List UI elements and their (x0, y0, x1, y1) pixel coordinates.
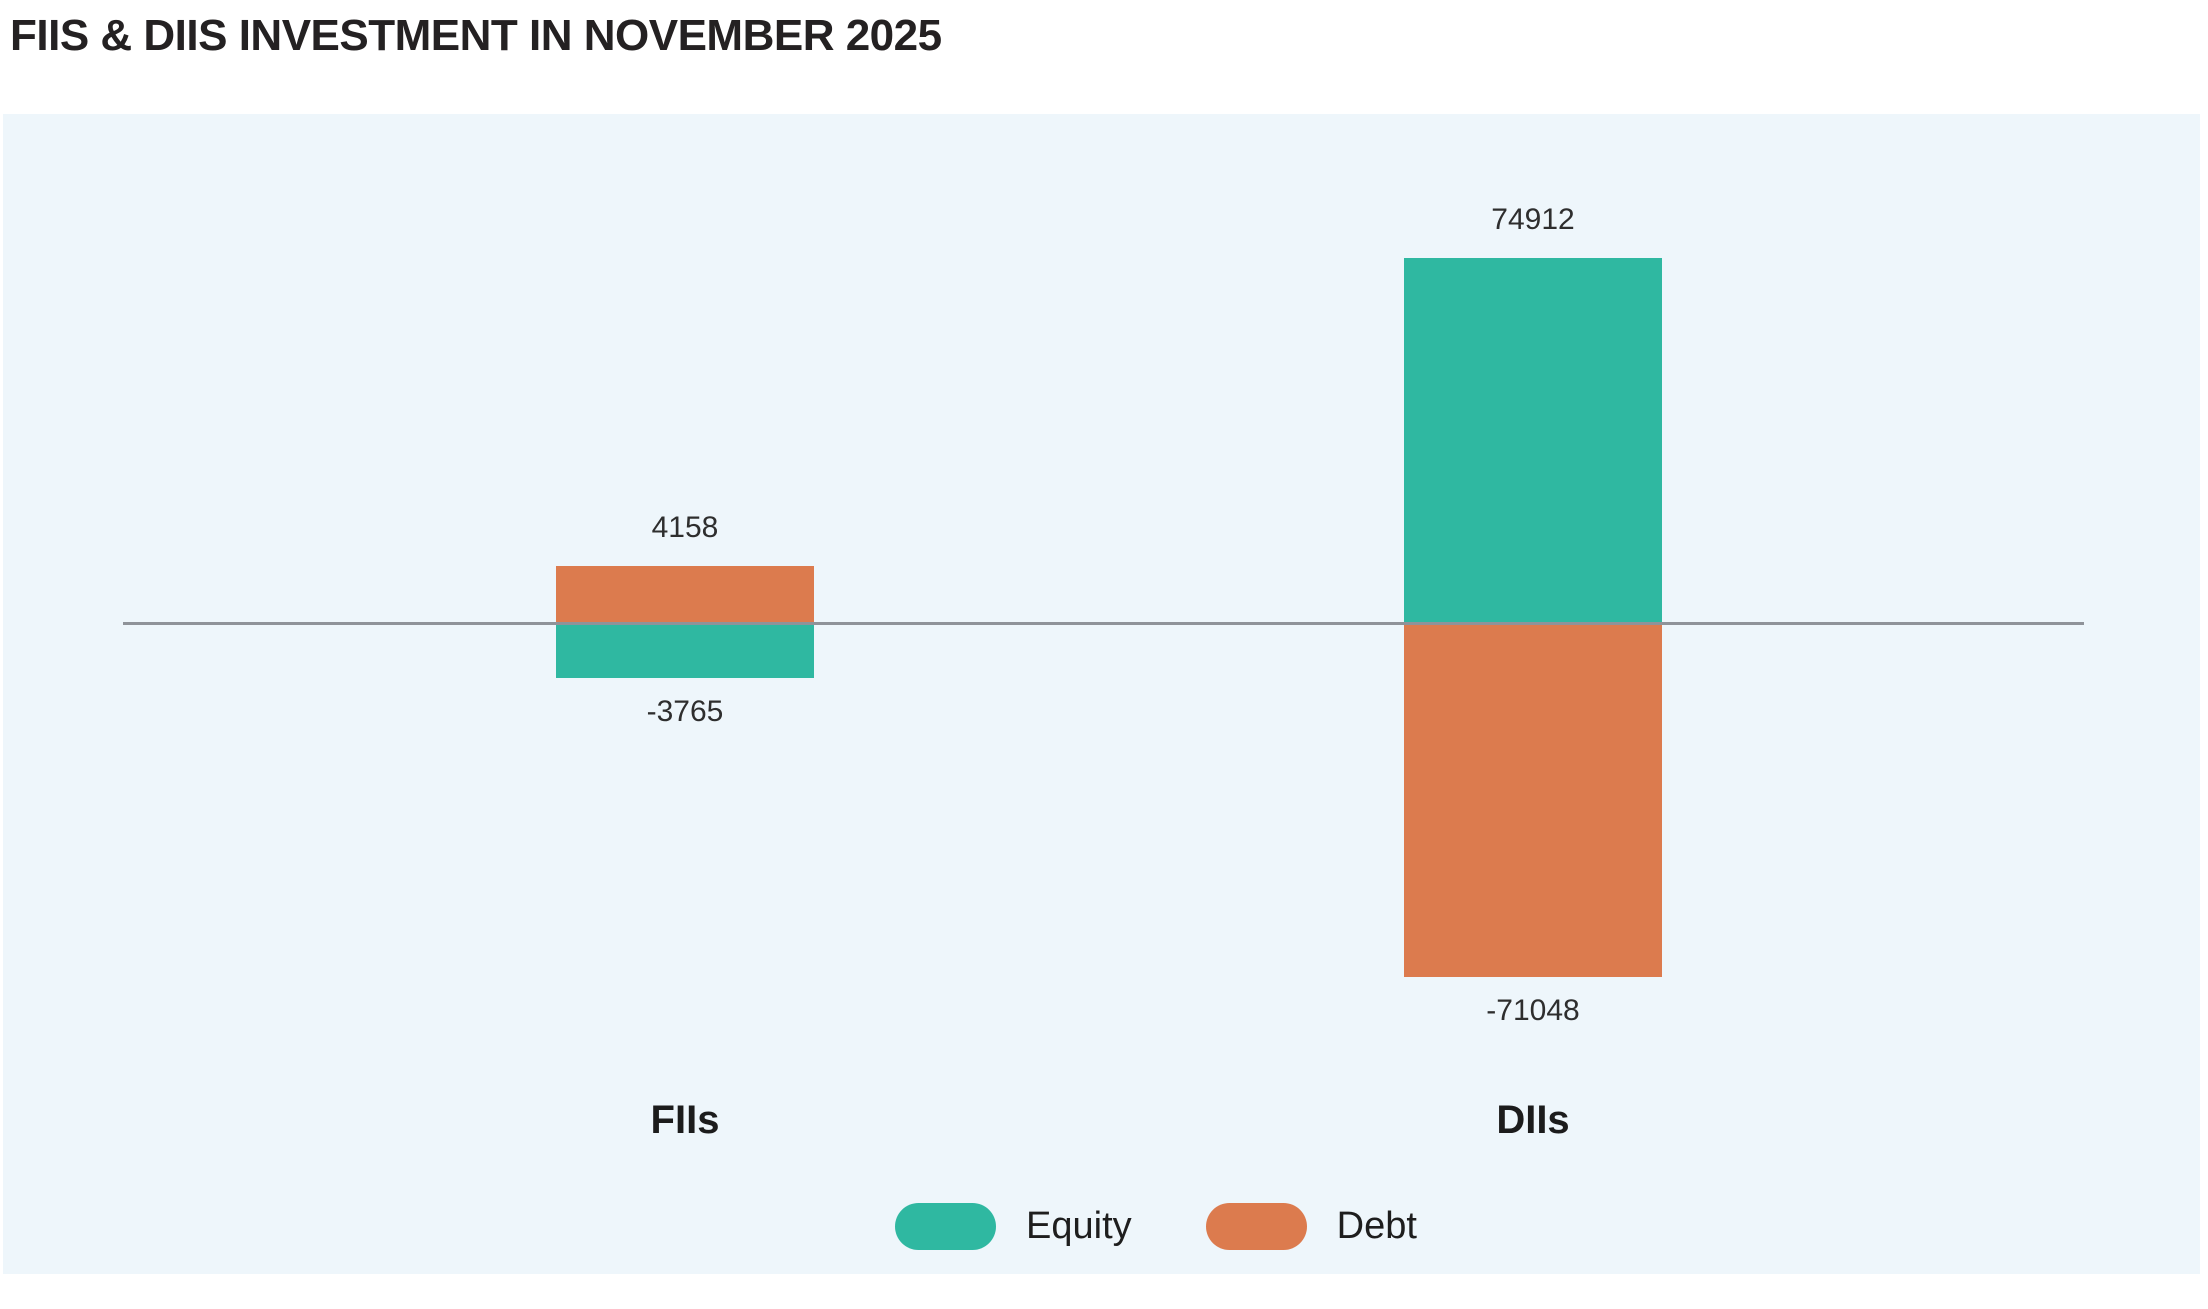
legend-item-equity: Equity (895, 1203, 1132, 1250)
value-label-diis-debt: -71048 (1486, 994, 1580, 1027)
legend-label-debt: Debt (1336, 1205, 1417, 1247)
bar-fiis-debt (556, 566, 814, 623)
bar-diis-equity (1404, 258, 1662, 623)
category-label-fiis: FIIs (650, 1098, 720, 1142)
bar-diis-debt (1404, 624, 1662, 977)
value-label-fiis-equity: -3765 (646, 695, 724, 728)
page-title: FIIS & DIIS INVESTMENT IN NOVEMBER 2025 (10, 11, 942, 60)
zero-baseline (123, 622, 2084, 625)
chart-legend: Equity Debt (52, 1203, 2208, 1250)
value-label-diis-equity: 74912 (1491, 203, 1575, 236)
legend-swatch-equity (895, 1203, 997, 1250)
bar-fiis-equity (556, 624, 814, 678)
category-label-diis: DIIs (1496, 1098, 1570, 1142)
legend-item-debt: Debt (1205, 1203, 1417, 1250)
legend-label-equity: Equity (1026, 1205, 1132, 1247)
value-label-fiis-debt: 4158 (651, 511, 719, 544)
chart-panel-background (3, 114, 2200, 1274)
legend-swatch-debt (1205, 1203, 1307, 1250)
